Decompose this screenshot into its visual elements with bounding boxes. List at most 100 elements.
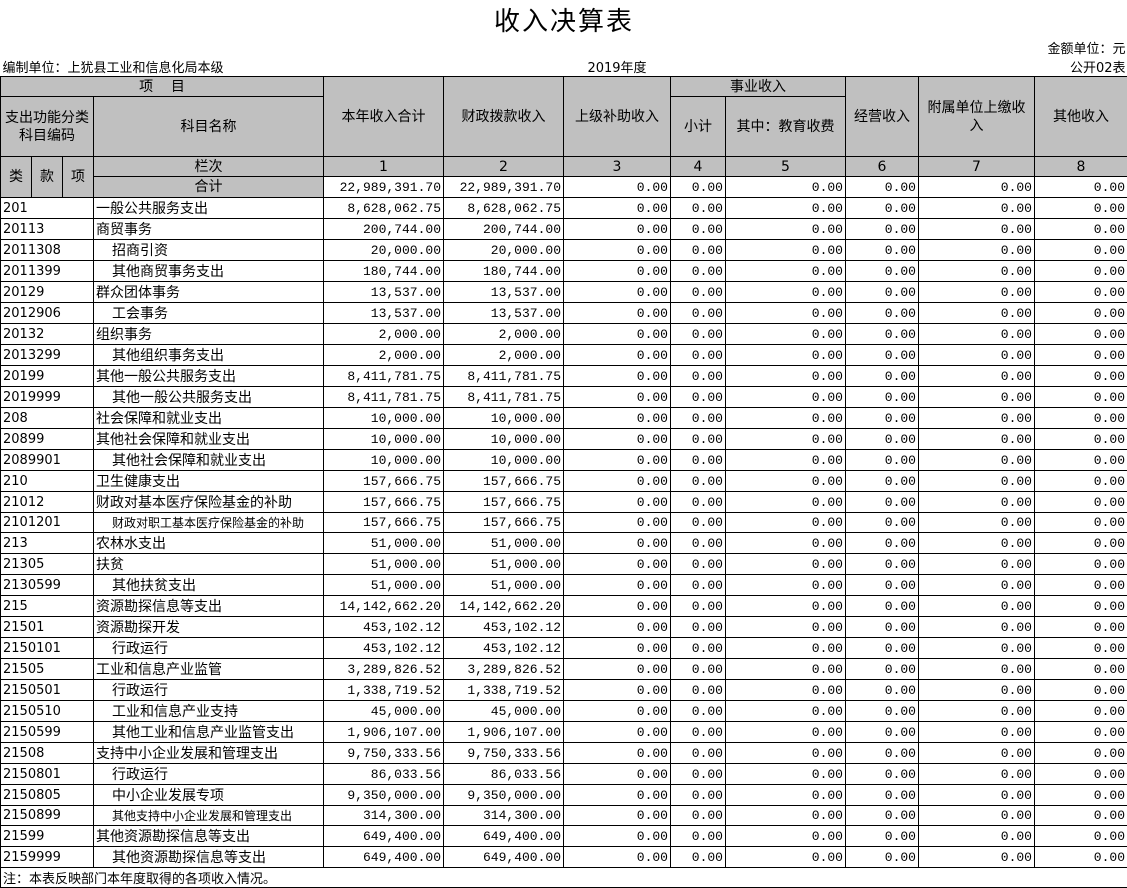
- amount: 0.00: [671, 617, 726, 638]
- form-no: 公开02表: [671, 57, 1127, 77]
- amount: 0.00: [726, 596, 846, 617]
- amount: 0.00: [1035, 324, 1127, 345]
- amount: 13,537.00: [324, 282, 444, 303]
- column-number: 1: [324, 157, 444, 177]
- amount: 9,350,000.00: [444, 785, 564, 806]
- amount: 8,628,062.75: [324, 198, 444, 219]
- amount: 0.00: [726, 554, 846, 575]
- subject-code: 21505: [1, 659, 94, 680]
- amount: 0.00: [726, 387, 846, 408]
- title: 收入决算表: [1, 0, 1127, 38]
- amount: 0.00: [671, 575, 726, 596]
- amount: 157,666.75: [324, 492, 444, 513]
- amount: 0.00: [564, 847, 671, 868]
- amount: 0.00: [919, 429, 1035, 450]
- amount: 0.00: [1035, 429, 1127, 450]
- column-header: 本年收入合计: [324, 77, 444, 157]
- amount: 0.00: [564, 743, 671, 764]
- amount: 0.00: [919, 554, 1035, 575]
- amount: 0.00: [671, 596, 726, 617]
- amount: 8,411,781.75: [324, 387, 444, 408]
- subject-code: 20113: [1, 219, 94, 240]
- amount: 0.00: [564, 680, 671, 701]
- amount: 0.00: [919, 366, 1035, 387]
- amount: 0.00: [846, 680, 919, 701]
- amount: 0.00: [564, 240, 671, 261]
- amount: 0.00: [919, 806, 1035, 826]
- subject-name: 其他资源勘探信息等支出: [94, 826, 324, 847]
- amount: 0.00: [846, 219, 919, 240]
- column-number: 3: [564, 157, 671, 177]
- subject-code: 2159999: [1, 847, 94, 868]
- amount: 180,744.00: [324, 261, 444, 282]
- amount: 0.00: [671, 680, 726, 701]
- amount: 86,033.56: [324, 764, 444, 785]
- unit-note: 金额单位：元: [1, 38, 1127, 57]
- amount: 157,666.75: [324, 471, 444, 492]
- unit-row: 金额单位：元: [1, 38, 1127, 57]
- amount: 0.00: [1035, 680, 1127, 701]
- subject-code: 2101201: [1, 513, 94, 533]
- amount: 0.00: [564, 806, 671, 826]
- amount: 0.00: [919, 764, 1035, 785]
- amount: 10,000.00: [324, 429, 444, 450]
- amount: 0.00: [1035, 219, 1127, 240]
- column-header: 其中：教育收费: [726, 97, 846, 157]
- amount: 8,628,062.75: [444, 198, 564, 219]
- amount: 0.00: [846, 282, 919, 303]
- amount: 0.00: [726, 743, 846, 764]
- amount: 0.00: [671, 513, 726, 533]
- title-row: 收入决算表: [1, 0, 1127, 38]
- amount: 8,411,781.75: [444, 387, 564, 408]
- amount: 0.00: [1035, 659, 1127, 680]
- subject-code: 21501: [1, 617, 94, 638]
- amount: 314,300.00: [444, 806, 564, 826]
- total-value: 0.00: [564, 177, 671, 198]
- amount: 45,000.00: [324, 701, 444, 722]
- column-number: 6: [846, 157, 919, 177]
- amount: 1,338,719.52: [324, 680, 444, 701]
- amount: 0.00: [564, 261, 671, 282]
- amount: 0.00: [726, 513, 846, 533]
- header-row-1: 项 目本年收入合计财政拨款收入上级补助收入事业收入经营收入附属单位上缴收入其他收…: [1, 77, 1127, 97]
- amount: 0.00: [846, 513, 919, 533]
- amount: 0.00: [919, 575, 1035, 596]
- subject-code: 20899: [1, 429, 94, 450]
- column-number: 2: [444, 157, 564, 177]
- subject-code: 201: [1, 198, 94, 219]
- amount: 51,000.00: [444, 554, 564, 575]
- amount: 0.00: [919, 596, 1035, 617]
- amount: 0.00: [564, 722, 671, 743]
- amount: 0.00: [726, 722, 846, 743]
- subject-code: 21508: [1, 743, 94, 764]
- amount: 0.00: [1035, 847, 1127, 868]
- amount: 0.00: [846, 450, 919, 471]
- amount: 649,400.00: [324, 826, 444, 847]
- amount: 0.00: [919, 513, 1035, 533]
- amount: 0.00: [1035, 303, 1127, 324]
- amount: 0.00: [919, 387, 1035, 408]
- amount: 3,289,826.52: [444, 659, 564, 680]
- level-header: 类: [1, 157, 32, 198]
- amount: 157,666.75: [444, 471, 564, 492]
- column-number: 7: [919, 157, 1035, 177]
- amount: 0.00: [919, 450, 1035, 471]
- amount: 0.00: [564, 617, 671, 638]
- subject-name: 群众团体事务: [94, 282, 324, 303]
- amount: 649,400.00: [324, 847, 444, 868]
- amount: 157,666.75: [444, 492, 564, 513]
- subject-name: 财政对基本医疗保险基金的补助: [94, 492, 324, 513]
- subject-name: 其他工业和信息产业监管支出: [94, 722, 324, 743]
